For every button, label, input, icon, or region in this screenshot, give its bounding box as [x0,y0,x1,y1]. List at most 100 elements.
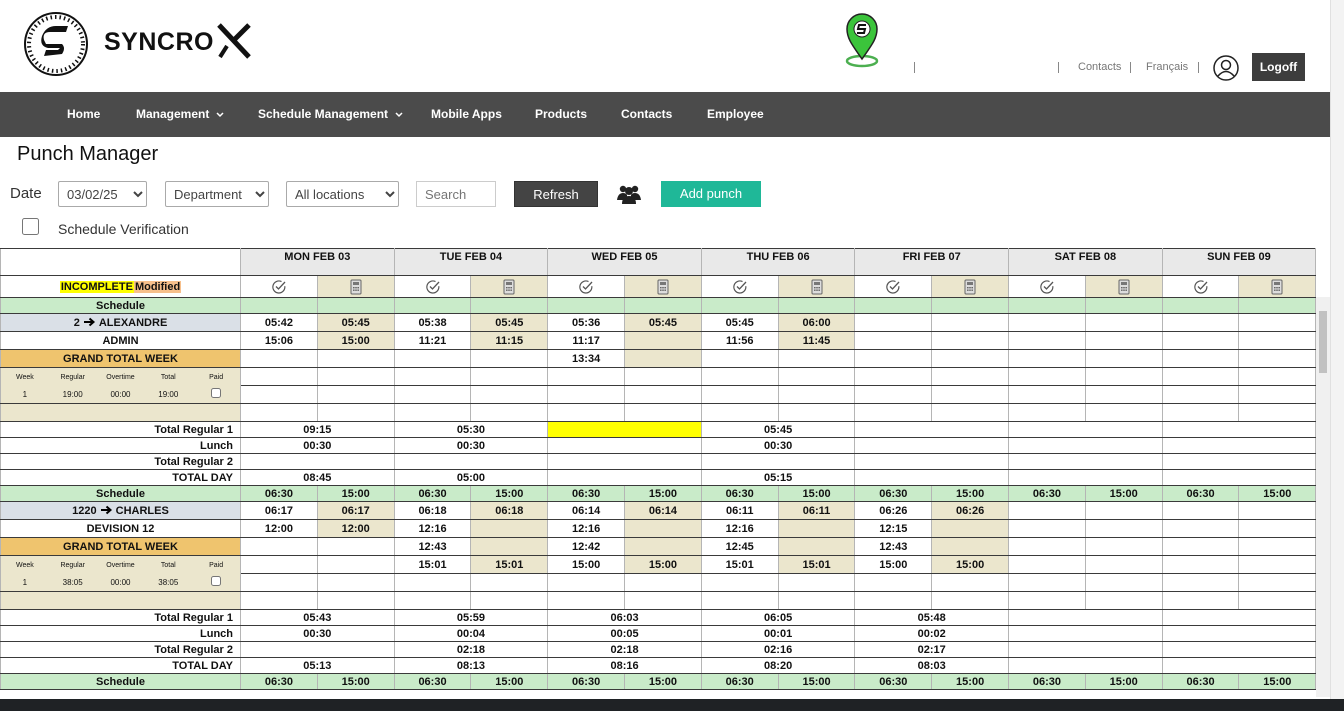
punch-cell[interactable]: 12:43 [854,537,933,556]
add-punch-button[interactable]: Add punch [661,181,761,207]
punch-cell[interactable] [1084,403,1163,422]
punch-cell[interactable] [547,367,626,386]
punch-cell[interactable] [240,403,318,422]
punch-cell[interactable] [393,367,472,386]
punch-cell[interactable] [1238,555,1316,574]
punch-cell[interactable]: 06:17 [240,501,318,520]
department-select[interactable]: Department [165,181,269,207]
punch-cell[interactable] [931,385,1010,404]
punch-cell[interactable] [1161,367,1240,386]
punch-cell[interactable]: 05:38 [393,313,472,332]
punch-cell[interactable] [854,403,933,422]
punch-cell[interactable] [393,573,472,592]
punch-cell[interactable]: 05:36 [547,313,626,332]
paid-checkbox[interactable] [211,576,222,586]
user-icon[interactable] [1213,55,1239,81]
punch-cell[interactable] [316,537,395,556]
punch-cell[interactable] [470,537,549,556]
nav-item[interactable]: Employee [707,92,764,137]
page-scrollbar[interactable] [1330,0,1344,699]
punch-cell[interactable] [1084,591,1163,610]
punch-cell[interactable] [624,385,702,404]
punch-cell[interactable] [931,367,1010,386]
punch-cell[interactable] [470,573,549,592]
punch-cell[interactable] [624,591,702,610]
punch-cell[interactable] [1008,313,1086,332]
calculator-icon[interactable] [657,279,669,295]
punch-cell[interactable] [1238,501,1316,520]
punch-cell[interactable] [470,403,549,422]
punch-cell[interactable] [777,367,856,386]
verify-icon[interactable] [1193,279,1209,295]
punch-cell[interactable]: 15:06 [240,331,318,350]
nav-item[interactable]: Contacts [621,92,672,137]
punch-cell[interactable] [1008,555,1086,574]
punch-cell[interactable]: 12:43 [393,537,472,556]
punch-cell[interactable] [1008,591,1086,610]
punch-cell[interactable] [931,349,1010,368]
punch-cell[interactable] [393,385,472,404]
punch-cell[interactable] [777,591,856,610]
table-scrollbar[interactable] [1316,297,1330,697]
punch-cell[interactable]: 06:17 [316,501,395,520]
punch-cell[interactable] [1008,331,1086,350]
punch-cell[interactable]: 13:34 [547,349,626,368]
group-icon[interactable] [616,183,642,205]
punch-cell[interactable]: 12:16 [547,519,626,538]
punch-cell[interactable] [624,331,702,350]
punch-cell[interactable] [393,403,472,422]
verify-icon[interactable] [885,279,901,295]
punch-cell[interactable] [777,349,856,368]
punch-cell[interactable] [1008,573,1086,592]
punch-cell[interactable]: 06:11 [700,501,779,520]
punch-cell[interactable] [931,313,1010,332]
punch-cell[interactable] [470,385,549,404]
punch-cell[interactable]: 06:18 [470,501,549,520]
punch-cell[interactable]: 06:00 [777,313,856,332]
punch-cell[interactable] [1161,591,1240,610]
punch-cell[interactable] [316,349,395,368]
punch-cell[interactable] [1161,385,1240,404]
punch-cell[interactable] [1161,573,1240,592]
punch-cell[interactable] [700,573,779,592]
punch-cell[interactable] [1008,349,1086,368]
punch-cell[interactable] [777,519,856,538]
nav-item[interactable]: Home [67,92,100,137]
punch-cell[interactable] [700,385,779,404]
punch-cell[interactable]: 06:18 [393,501,472,520]
punch-cell[interactable] [1008,385,1086,404]
punch-cell[interactable] [1161,403,1240,422]
punch-cell[interactable]: 11:17 [547,331,626,350]
punch-cell[interactable] [1238,519,1316,538]
punch-cell[interactable] [1161,331,1240,350]
punch-cell[interactable] [1084,555,1163,574]
punch-cell[interactable] [547,591,626,610]
punch-cell[interactable]: 12:42 [547,537,626,556]
paid-checkbox[interactable] [211,388,222,398]
punch-cell[interactable] [931,537,1010,556]
punch-cell[interactable] [1084,349,1163,368]
punch-cell[interactable]: 15:00 [547,555,626,574]
nav-item[interactable]: Management [136,92,224,137]
punch-cell[interactable] [1238,349,1316,368]
verify-icon[interactable] [732,279,748,295]
punch-cell[interactable] [1161,555,1240,574]
punch-cell[interactable] [1008,501,1086,520]
punch-cell[interactable] [547,403,626,422]
punch-cell[interactable]: 15:00 [624,555,702,574]
punch-cell[interactable]: 05:45 [700,313,779,332]
punch-cell[interactable] [1238,367,1316,386]
punch-cell[interactable]: 15:00 [316,331,395,350]
schedule-verification-checkbox[interactable] [22,218,39,235]
nav-item[interactable]: Products [535,92,587,137]
punch-cell[interactable]: 06:26 [854,501,933,520]
nav-item[interactable]: Mobile Apps [431,92,502,137]
punch-cell[interactable] [700,349,779,368]
punch-cell[interactable] [854,367,933,386]
punch-cell[interactable] [700,591,779,610]
punch-cell[interactable] [316,367,395,386]
logoff-button[interactable]: Logoff [1252,53,1305,81]
punch-cell[interactable]: 12:00 [316,519,395,538]
search-input[interactable] [416,181,496,207]
punch-cell[interactable] [931,403,1010,422]
